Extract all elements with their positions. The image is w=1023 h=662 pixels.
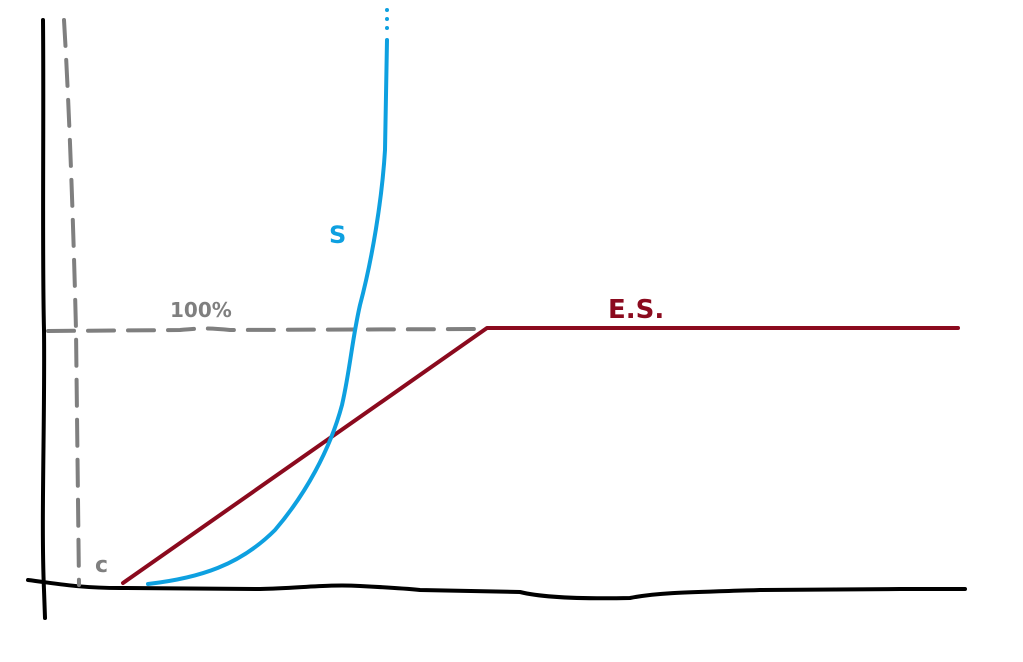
es-label: E.S.	[608, 295, 664, 325]
c-label: c	[95, 553, 108, 578]
percent-label: 100%	[170, 298, 232, 322]
x-axis	[26, 578, 967, 601]
s-label: S	[329, 221, 346, 249]
s-curve	[146, 38, 389, 586]
vertical-guide-dashed	[62, 18, 81, 587]
es-line	[121, 326, 960, 585]
hundred-percent-guide-dashed	[46, 326, 488, 333]
y-axis	[40, 18, 47, 620]
s-curve-continuation-dots	[385, 8, 389, 30]
